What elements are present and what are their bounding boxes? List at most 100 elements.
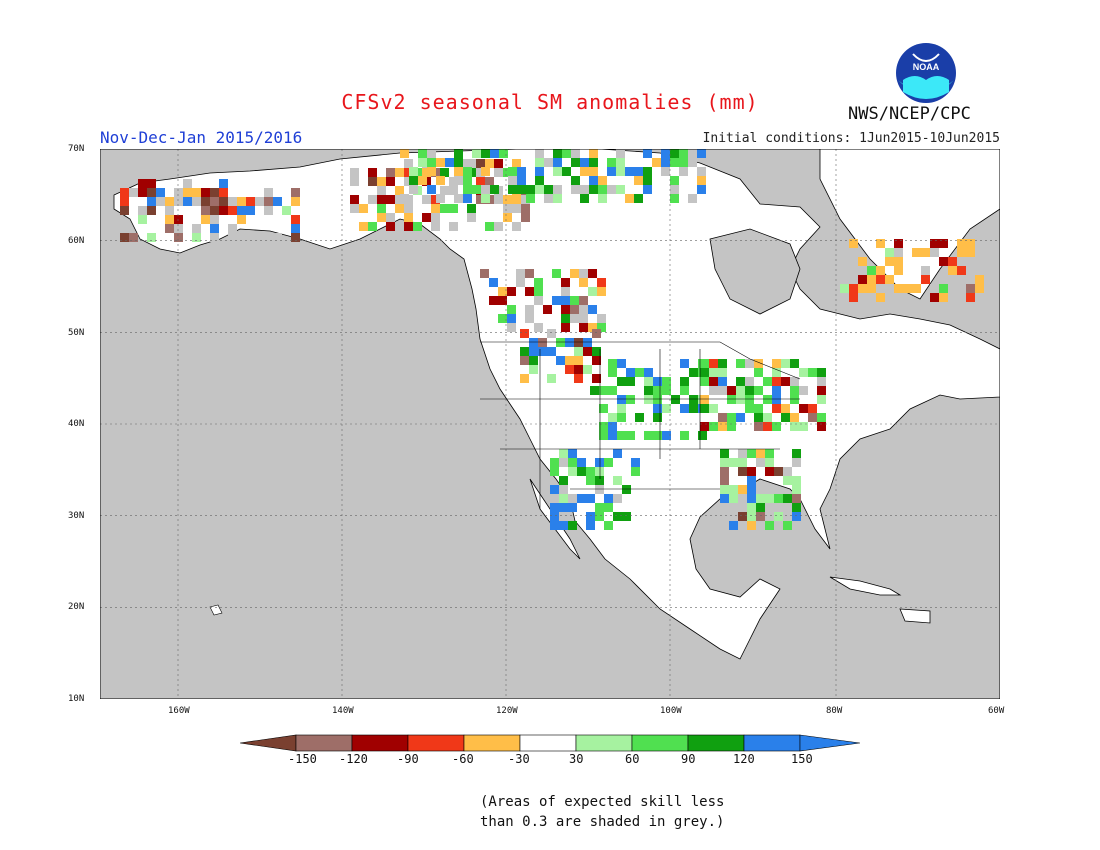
anomaly-cell: [201, 215, 210, 224]
anomaly-cell: [436, 176, 445, 185]
anomaly-cell: [765, 458, 774, 467]
anomaly-cell: [368, 177, 377, 186]
anomaly-cell: [756, 458, 765, 467]
legend-swatch: [799, 734, 860, 752]
anomaly-cell: [595, 485, 604, 494]
anomaly-cell: [867, 284, 876, 293]
hawaii: [209, 604, 223, 616]
anomaly-cell: [481, 149, 490, 158]
anomaly-cell: [662, 377, 671, 386]
anomaly-cell: [772, 422, 781, 431]
anomaly-cell: [547, 374, 556, 383]
anomaly-cell: [174, 233, 183, 242]
anomaly-cell: [727, 395, 736, 404]
greenland: [819, 149, 1000, 300]
anomaly-cell: [745, 377, 754, 386]
anomaly-cell: [817, 386, 826, 395]
anomaly-cell: [498, 314, 507, 323]
anomaly-cell: [586, 467, 595, 476]
anomaly-cell: [404, 168, 413, 177]
anomaly-cell: [494, 222, 503, 231]
anomaly-cell: [720, 512, 729, 521]
anomaly-cell: [449, 186, 458, 195]
anomaly-cell: [165, 224, 174, 233]
anomaly-cell: [210, 206, 219, 215]
anomaly-cell: [574, 374, 583, 383]
anomaly-cell: [635, 413, 644, 422]
anomaly-cell: [517, 185, 526, 194]
anomaly-cell: [799, 368, 808, 377]
anomaly-cell: [556, 356, 565, 365]
anomaly-cell: [570, 305, 579, 314]
anomaly-cell: [608, 422, 617, 431]
anomaly-cell: [579, 278, 588, 287]
anomaly-cell: [526, 194, 535, 203]
anomaly-cell: [720, 485, 729, 494]
anomaly-cell: [631, 458, 640, 467]
anomaly-cell: [570, 269, 579, 278]
forecast-period: Nov-Dec-Jan 2015/2016: [100, 128, 303, 147]
anomaly-cell: [463, 194, 472, 203]
anomaly-cell: [559, 494, 568, 503]
anomaly-cell: [720, 494, 729, 503]
anomaly-cell: [592, 347, 601, 356]
anomaly-cell: [427, 185, 436, 194]
anomaly-cell: [790, 413, 799, 422]
anomaly-cell: [568, 458, 577, 467]
anomaly-cell: [817, 413, 826, 422]
anomaly-cell: [476, 159, 485, 168]
anomaly-cell: [404, 222, 413, 231]
anomaly-cell: [201, 197, 210, 206]
anomaly-cell: [700, 404, 709, 413]
anomaly-cell: [718, 386, 727, 395]
anomaly-cell: [783, 467, 792, 476]
legend-label: -60: [452, 752, 474, 766]
anomaly-cell: [670, 176, 679, 185]
anomaly-cell: [754, 386, 763, 395]
anomaly-cell: [643, 167, 652, 176]
anomaly-cell: [534, 296, 543, 305]
anomaly-cell: [481, 194, 490, 203]
anomaly-cell: [616, 185, 625, 194]
anomaly-cell: [559, 503, 568, 512]
anomaly-cells: [120, 149, 984, 530]
anomaly-cell: [588, 269, 597, 278]
anomaly-cell: [538, 338, 547, 347]
anomaly-cell: [192, 233, 201, 242]
anomaly-cell: [291, 197, 300, 206]
anomaly-cell: [413, 222, 422, 231]
anomaly-cell: [894, 284, 903, 293]
anomaly-cell: [652, 158, 661, 167]
anomaly-cell: [679, 158, 688, 167]
anomaly-cell: [553, 185, 562, 194]
anomaly-cell: [747, 467, 756, 476]
cuba: [829, 576, 902, 596]
legend-swatch: [687, 734, 745, 752]
anomaly-cell: [592, 374, 601, 383]
anomaly-cell: [808, 404, 817, 413]
anomaly-cell: [512, 195, 521, 204]
anomaly-cell: [183, 179, 192, 188]
anomaly-cell: [644, 368, 653, 377]
anomaly-cell: [386, 213, 395, 222]
anomaly-cell: [738, 485, 747, 494]
anomaly-cell: [454, 158, 463, 167]
lon-label-60w: 60W: [988, 706, 1005, 716]
anomaly-cell: [449, 177, 458, 186]
anomaly-cell: [517, 167, 526, 176]
anomaly-cell: [520, 329, 529, 338]
anomaly-cell: [512, 222, 521, 231]
anomaly-cell: [503, 195, 512, 204]
anomaly-cell: [858, 275, 867, 284]
anomaly-cell: [763, 395, 772, 404]
anomaly-cell: [765, 449, 774, 458]
anomaly-cell: [616, 167, 625, 176]
anomaly-cell: [597, 278, 606, 287]
anomaly-cell: [550, 458, 559, 467]
anomaly-cell: [579, 323, 588, 332]
anomaly-cell: [404, 213, 413, 222]
anomaly-cell: [604, 458, 613, 467]
anomaly-cell: [544, 194, 553, 203]
anomaly-cell: [386, 195, 395, 204]
anomaly-cell: [174, 224, 183, 233]
